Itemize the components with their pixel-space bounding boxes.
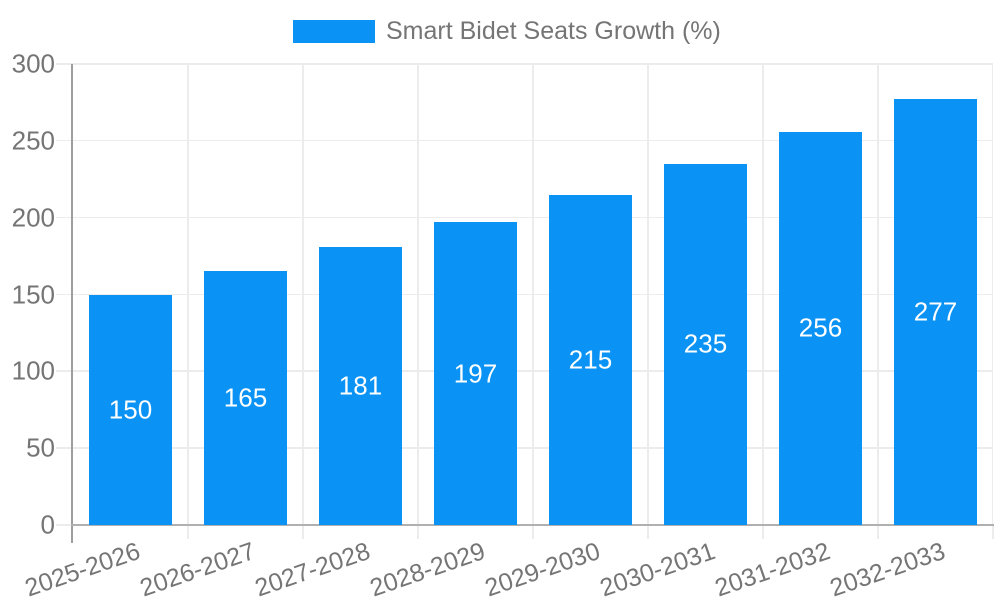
bar-value-label: 197 bbox=[453, 358, 498, 389]
bar-value-label: 150 bbox=[108, 394, 153, 425]
x-tick bbox=[647, 525, 649, 539]
x-tick-label: 2026-2027 bbox=[136, 537, 259, 600]
x-tick-label: 2031-2032 bbox=[711, 537, 834, 600]
x-gridline bbox=[762, 64, 764, 525]
plot-right-border bbox=[991, 64, 993, 525]
y-tick bbox=[56, 293, 73, 295]
x-gridline bbox=[302, 64, 304, 525]
y-axis-line bbox=[71, 64, 73, 543]
y-tick bbox=[56, 63, 73, 65]
x-tick bbox=[187, 525, 189, 539]
x-tick-label: 2029-2030 bbox=[481, 537, 604, 600]
y-tick-label: 300 bbox=[11, 48, 55, 79]
y-tick-label: 200 bbox=[11, 202, 55, 233]
x-tick-label: 2028-2029 bbox=[366, 537, 489, 600]
y-tick-label: 100 bbox=[11, 355, 55, 386]
bar-value-label: 165 bbox=[223, 382, 268, 413]
y-tick-label: 150 bbox=[11, 279, 55, 309]
bar-value-label: 235 bbox=[683, 328, 728, 359]
x-tick-label: 2032-2033 bbox=[826, 537, 949, 600]
y-tick bbox=[56, 524, 73, 526]
x-gridline bbox=[532, 64, 534, 525]
x-gridline bbox=[877, 64, 879, 525]
x-tick bbox=[417, 525, 419, 539]
y-gridline bbox=[73, 63, 993, 65]
x-tick bbox=[877, 525, 879, 539]
bar[interactable] bbox=[319, 246, 402, 525]
x-tick bbox=[992, 525, 994, 539]
y-tick-label: 50 bbox=[26, 432, 55, 463]
bar[interactable] bbox=[204, 271, 287, 525]
bar[interactable] bbox=[549, 194, 632, 525]
x-tick bbox=[302, 525, 304, 539]
y-tick bbox=[56, 447, 73, 449]
bar[interactable] bbox=[434, 222, 517, 525]
bar[interactable] bbox=[779, 131, 862, 525]
x-tick bbox=[532, 525, 534, 539]
y-tick bbox=[56, 370, 73, 372]
bar-value-label: 256 bbox=[798, 312, 843, 343]
bar-value-label: 181 bbox=[338, 370, 383, 401]
y-tick bbox=[56, 139, 73, 142]
y-tick bbox=[56, 216, 73, 219]
x-gridline bbox=[647, 64, 649, 525]
x-tick-label: 2030-2031 bbox=[596, 537, 719, 600]
x-gridline bbox=[187, 64, 189, 525]
x-tick-label: 2027-2028 bbox=[251, 537, 374, 600]
bar-value-label: 277 bbox=[913, 296, 958, 327]
bar[interactable] bbox=[89, 294, 172, 525]
y-tick-label: 0 bbox=[40, 509, 55, 540]
x-tick bbox=[762, 525, 764, 539]
bar-value-label: 215 bbox=[568, 344, 613, 375]
x-gridline bbox=[417, 64, 419, 525]
legend-swatch[interactable] bbox=[293, 20, 375, 43]
x-axis-line bbox=[71, 524, 994, 526]
y-tick-label: 250 bbox=[11, 125, 55, 156]
legend: Smart Bidet Seats Growth (%) bbox=[0, 0, 1000, 55]
x-tick-label: 2025-2026 bbox=[21, 537, 144, 600]
legend-label[interactable]: Smart Bidet Seats Growth (%) bbox=[386, 17, 721, 45]
bar[interactable] bbox=[664, 163, 747, 525]
bar[interactable] bbox=[894, 99, 977, 525]
